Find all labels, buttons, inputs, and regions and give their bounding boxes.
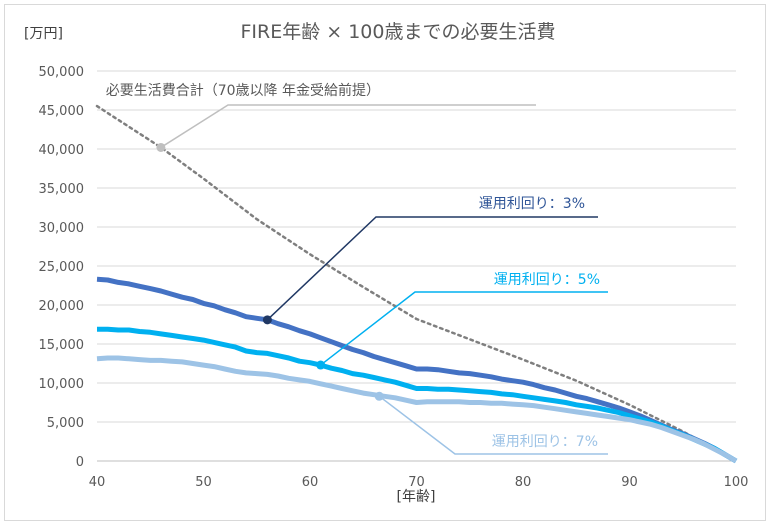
y-tick-label: 5,000 [47, 416, 84, 431]
data-point-marker [262, 315, 272, 325]
leader-line [320, 291, 608, 366]
series-line-0 [95, 104, 738, 463]
y-tick-label: 25,000 [39, 260, 85, 275]
annotation-label: 運用利回り：3% [479, 196, 585, 212]
x-tick-label: 70 [408, 475, 425, 490]
y-tick-label: 45,000 [39, 104, 85, 119]
series-line-1 [96, 276, 738, 464]
data-point-marker [374, 391, 384, 401]
y-tick-label: 10,000 [39, 377, 85, 392]
x-tick-label: 90 [621, 475, 638, 490]
x-tick-label: 60 [302, 475, 319, 490]
x-tick-label: 100 [724, 475, 749, 490]
series-lines [95, 104, 738, 464]
data-point-marker [156, 142, 166, 152]
chart-frame [4, 4, 766, 521]
annotation-label: 運用利回り：7% [492, 434, 598, 450]
series-line-2 [97, 326, 738, 464]
leader-line [378, 395, 608, 455]
annotation-label: 運用利回り：5% [494, 272, 600, 288]
x-tick-label: 50 [195, 475, 212, 490]
y-tick-label: 40,000 [39, 143, 85, 158]
x-tick-label: 80 [515, 475, 532, 490]
y-tick-label: 30,000 [39, 221, 85, 236]
y-tick-label: 20,000 [39, 299, 85, 314]
annotation-label: 必要生活費合計（70歳以降 年金受給前提） [106, 82, 380, 99]
y-tick-label: 0 [76, 455, 84, 470]
data-point-marker [316, 360, 326, 370]
x-axis-label: [年齢] [397, 489, 436, 505]
series-line-3 [96, 355, 738, 464]
y-tick-label: 15,000 [39, 338, 85, 353]
gridlines [97, 70, 736, 462]
leader-line [160, 104, 536, 149]
y-tick-label: 50,000 [39, 65, 85, 80]
annotations: 必要生活費合計（70歳以降 年金受給前提） 運用利回り：3% 運用利回り：5% 運用利… [106, 82, 608, 455]
chart-title: FIRE年齢 × 100歳までの必要生活費 [240, 21, 555, 43]
y-tick-label: 35,000 [39, 182, 85, 197]
x-tick-label: 40 [89, 475, 106, 490]
leader-line [266, 216, 598, 321]
y-axis-label: [万円] [24, 26, 63, 42]
y-tick-labels: 0 5,000 10,000 15,000 20,000 25,000 30,000 35,0… [39, 65, 85, 470]
x-tick-labels: 40 50 60 70 80 90 100 [89, 475, 749, 490]
